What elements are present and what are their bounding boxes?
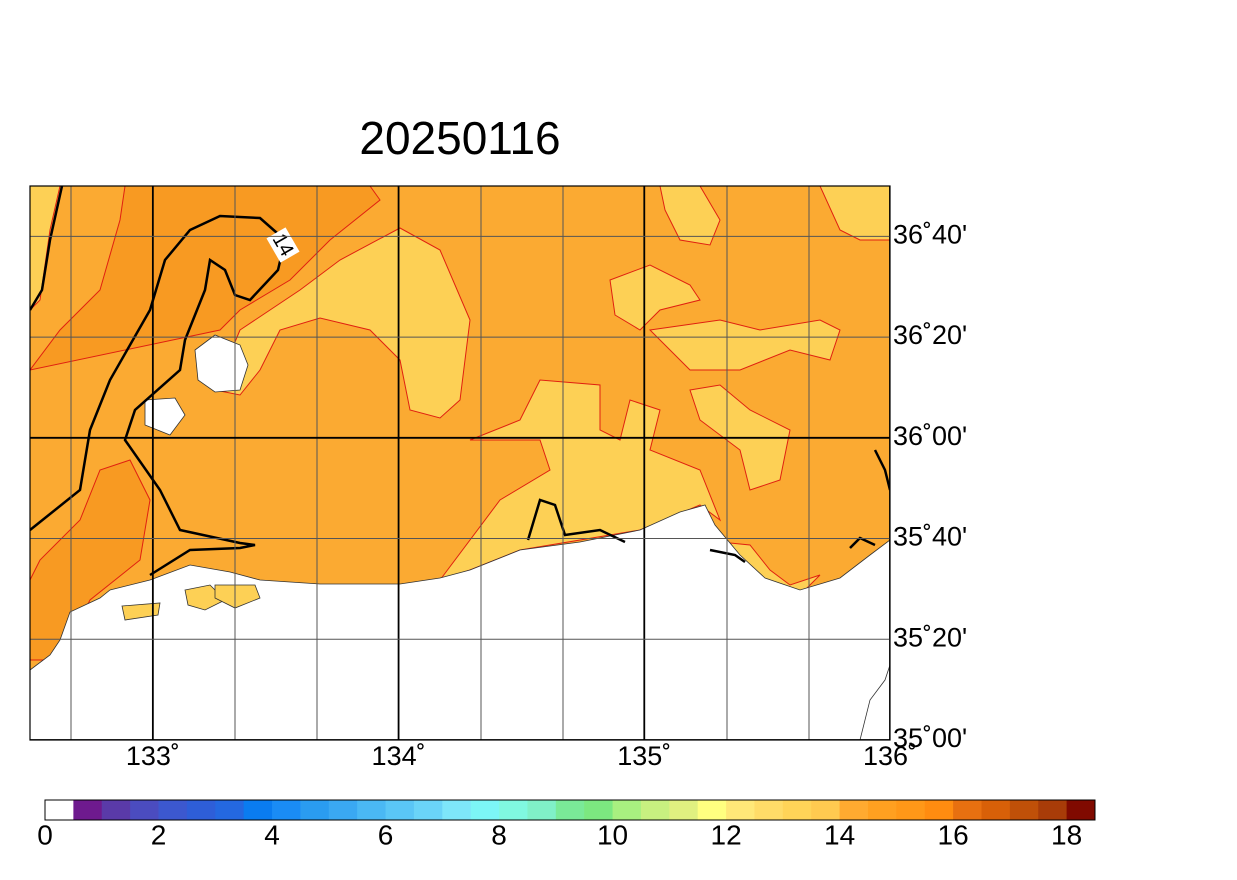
x-tick-label: 136˚	[863, 741, 917, 771]
colorbar-box	[1038, 800, 1068, 820]
colorbar-box	[726, 800, 755, 820]
colorbar-box	[811, 800, 841, 820]
colorbar-box	[782, 800, 812, 820]
y-tick-label: 35˚20'	[893, 622, 967, 652]
colorbar-tick-label: 16	[938, 819, 969, 850]
colorbar-box	[101, 800, 131, 820]
colorbar-tick-label: 8	[491, 819, 507, 850]
colorbar-box	[1009, 800, 1039, 820]
colorbar-frame	[44, 799, 1096, 821]
colorbar-box	[272, 800, 301, 820]
x-tick-label: 133˚	[126, 741, 180, 771]
colorbar-tick-label: 6	[378, 819, 394, 850]
y-tick-label: 36˚20'	[893, 320, 967, 350]
colorbar-box	[896, 800, 926, 820]
colorbar-tick-label: 14	[824, 819, 855, 850]
colorbar-tick-label: 10	[597, 819, 628, 850]
island	[214, 584, 261, 609]
colorbar-box	[243, 800, 273, 820]
colorbar-box	[413, 800, 443, 820]
colorbar-box	[130, 800, 160, 820]
colorbar-box	[924, 800, 954, 820]
y-tick-label: 35˚40'	[893, 522, 967, 552]
colorbar-box	[953, 800, 982, 820]
colorbar-box	[357, 800, 387, 820]
colorbar-box	[328, 800, 358, 820]
colorbar-tick-label: 12	[711, 819, 742, 850]
colorbar-box	[45, 800, 74, 820]
colorbar-box	[555, 800, 585, 820]
land	[30, 504, 890, 740]
cool-zone	[609, 264, 701, 331]
map-title: 20250116	[359, 112, 560, 164]
colorbar-box	[158, 800, 188, 820]
colorbar: 0 2 4 6 8 10 12 14 16 18	[37, 799, 1096, 850]
colorbar-box	[612, 800, 642, 820]
colorbar-box	[697, 800, 727, 820]
colorbar-box	[499, 800, 528, 820]
y-tick-label: 36˚40'	[893, 219, 967, 249]
map-fill: 14	[30, 186, 890, 740]
colorbar-box	[470, 800, 500, 820]
axis-labels: 133˚ 134˚ 135˚ 136˚35˚00' 35˚20' 35˚40' 36˚00'…	[126, 219, 967, 771]
cool-zone	[214, 227, 471, 419]
colorbar-box	[754, 800, 784, 820]
colorbar-box	[640, 800, 670, 820]
colorbar-box	[385, 800, 415, 820]
colorbar-box	[186, 800, 216, 820]
island	[121, 602, 161, 621]
cool-zone	[659, 186, 721, 246]
colorbar-box	[442, 800, 472, 820]
colorbar-box	[584, 800, 614, 820]
cool-zone	[438, 379, 722, 581]
cool-zone	[819, 186, 890, 241]
colorbar-box	[1066, 800, 1096, 820]
colorbar-box	[73, 800, 103, 820]
y-tick-label: 35˚00'	[893, 723, 967, 753]
y-tick-label: 36˚00'	[893, 421, 967, 451]
x-tick-label: 135˚	[617, 741, 671, 771]
island	[144, 397, 186, 436]
colorbar-box	[527, 800, 557, 820]
colorbar-box	[669, 800, 699, 820]
colorbar-box	[981, 800, 1011, 820]
colorbar-box	[300, 800, 330, 820]
grid	[30, 186, 890, 740]
coastline	[859, 664, 890, 740]
contour-line	[30, 186, 890, 577]
colorbar-tick-label: 0	[37, 819, 53, 850]
colorbar-box	[215, 800, 245, 820]
colorbar-box	[839, 800, 869, 820]
colorbar-box	[867, 800, 897, 820]
x-tick-label: 134˚	[372, 741, 426, 771]
colorbar-tick-label: 4	[264, 819, 280, 850]
cool-zone	[648, 319, 841, 371]
colorbar-tick-label: 18	[1051, 819, 1082, 850]
warm-zone	[30, 186, 381, 371]
minor-grid	[70, 186, 810, 740]
colorbar-tick-label: 2	[151, 819, 167, 850]
map-frame	[29, 185, 891, 741]
